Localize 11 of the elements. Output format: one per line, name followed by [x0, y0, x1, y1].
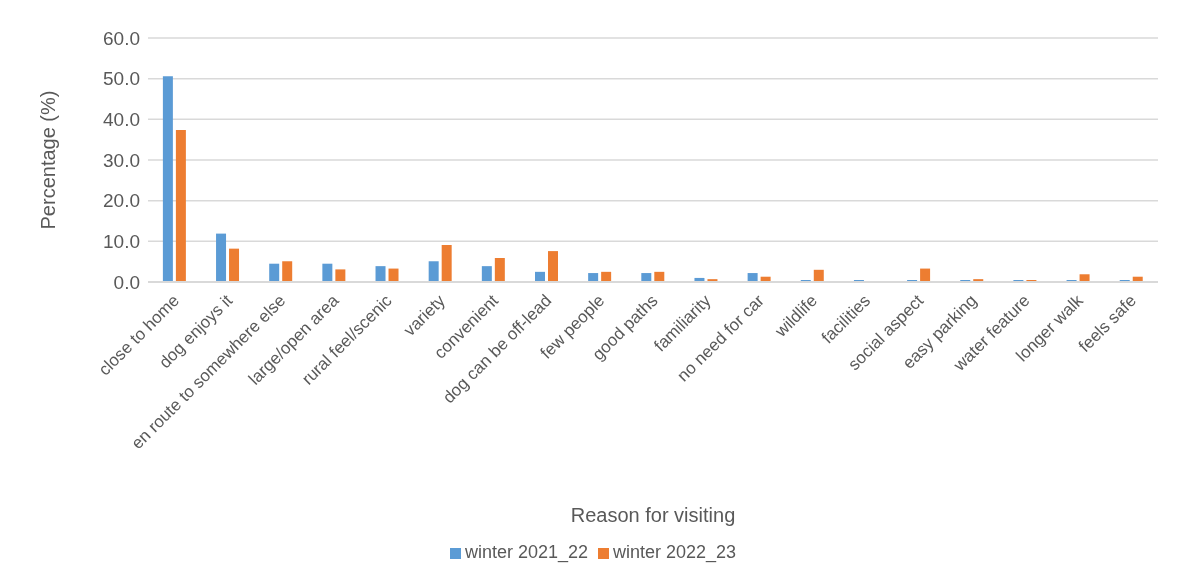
y-tick-label: 50.0 — [103, 68, 140, 90]
y-tick-label: 0.0 — [113, 271, 140, 293]
legend-label: winter 2022_23 — [613, 542, 737, 562]
y-tick-label: 40.0 — [103, 109, 140, 131]
y-axis-title: Percentage (%) — [37, 90, 60, 230]
y-tick-label: 30.0 — [103, 149, 140, 171]
y-tick-label: 20.0 — [103, 190, 140, 212]
x-axis-title: Reason for visiting — [570, 504, 736, 526]
legend-label: winter 2021_22 — [464, 542, 588, 562]
y-tick-label: 60.0 — [103, 27, 140, 49]
y-tick-label: 10.0 — [103, 231, 140, 253]
